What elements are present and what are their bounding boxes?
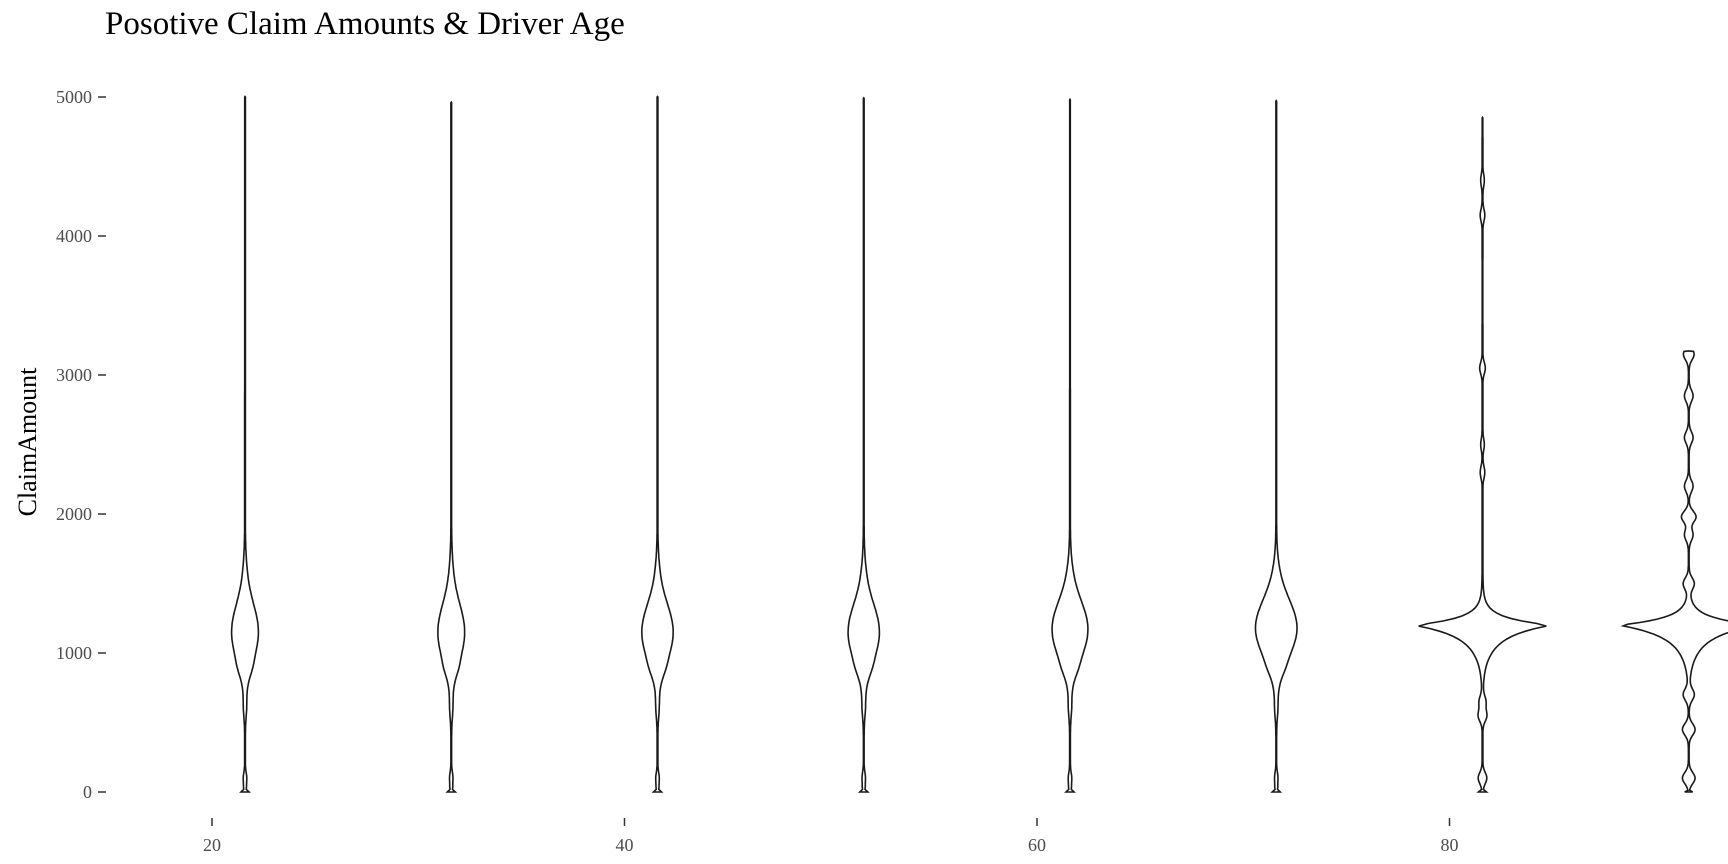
violin-6 xyxy=(1254,99,1298,793)
y-tick-label-4000: 4000 xyxy=(56,226,92,246)
y-tick-label-1000: 1000 xyxy=(56,643,92,663)
violin-8 xyxy=(1620,350,1728,793)
y-axis-title: ClaimAmount xyxy=(13,367,42,517)
violin-5 xyxy=(1051,97,1089,793)
violins xyxy=(230,95,1728,793)
y-tick-label-5000: 5000 xyxy=(56,87,92,107)
violin-1 xyxy=(230,95,260,793)
y-tick-label-2000: 2000 xyxy=(56,504,92,524)
violin-7 xyxy=(1418,115,1547,793)
x-tick-label-80: 80 xyxy=(1441,835,1459,855)
y-tick-label-0: 0 xyxy=(83,782,92,802)
x-axis: 20 40 60 80 xyxy=(203,818,1459,855)
violin-3 xyxy=(640,95,675,793)
y-tick-label-3000: 3000 xyxy=(56,365,92,385)
violin-4 xyxy=(847,96,881,793)
chart-title: Posotive Claim Amounts & Driver Age xyxy=(105,6,625,42)
x-tick-label-40: 40 xyxy=(616,835,634,855)
x-tick-label-60: 60 xyxy=(1028,835,1046,855)
y-axis: 0 1000 2000 3000 4000 5000 xyxy=(56,87,106,802)
x-tick-label-20: 20 xyxy=(203,835,221,855)
violin-2 xyxy=(437,100,466,793)
